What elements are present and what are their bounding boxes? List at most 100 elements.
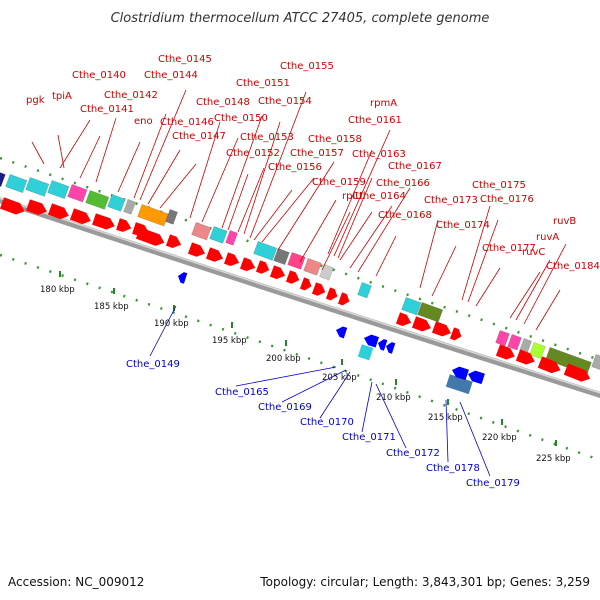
forward-gene-label: Cthe_0164 bbox=[352, 191, 406, 202]
forward-gene-arrow bbox=[325, 287, 338, 301]
forward-label-leader bbox=[95, 117, 117, 183]
forward-feature-box bbox=[47, 180, 70, 200]
forward-feature-box bbox=[0, 170, 6, 188]
forward-label-leader bbox=[189, 121, 221, 219]
reverse-feature-box bbox=[357, 344, 374, 361]
scale-tick-label: 190 kbp bbox=[154, 319, 189, 329]
forward-feature-box bbox=[225, 230, 238, 246]
scale-tick-label: 225 kbp bbox=[536, 454, 571, 464]
forward-label-leader bbox=[59, 119, 91, 169]
forward-label-leader bbox=[277, 161, 335, 251]
forward-gene-arrow bbox=[255, 260, 270, 274]
forward-gene-arrow bbox=[116, 218, 132, 232]
forward-gene-label: Cthe_0153 bbox=[240, 132, 294, 143]
forward-label-leader bbox=[253, 189, 293, 241]
forward-feature-box bbox=[191, 222, 212, 241]
scale-tick-label: 180 kbp bbox=[40, 285, 75, 295]
forward-label-leader bbox=[339, 211, 373, 261]
forward-label-leader bbox=[461, 205, 491, 301]
forward-feature-box bbox=[209, 226, 228, 244]
forward-gene-label: Cthe_0146 bbox=[160, 117, 214, 128]
forward-feature-box bbox=[5, 174, 28, 194]
forward-feature-box bbox=[67, 184, 88, 203]
scale-tick-label: 200 kbp bbox=[266, 354, 301, 364]
forward-feature-box bbox=[591, 354, 600, 372]
forward-feature-boxes bbox=[0, 170, 600, 375]
forward-label-leader bbox=[375, 235, 397, 277]
forward-label-leader bbox=[349, 205, 393, 269]
forward-gene-label: Cthe_0156 bbox=[268, 162, 322, 173]
forward-gene-arrow bbox=[239, 257, 256, 272]
forward-label-leader bbox=[243, 121, 281, 235]
forward-gene-label: Cthe_0159 bbox=[312, 177, 366, 188]
forward-gene-label: Cthe_0173 bbox=[424, 195, 478, 206]
forward-gene-label: Cthe_0176 bbox=[480, 194, 534, 205]
forward-label-leader bbox=[117, 141, 141, 193]
reverse-gene-arrow bbox=[468, 370, 485, 385]
reverse-label-leader bbox=[149, 305, 177, 357]
forward-gene-arrow bbox=[205, 247, 224, 262]
forward-gene-arrow bbox=[495, 344, 515, 360]
reverse-gene-label: Cthe_0178 bbox=[426, 463, 480, 474]
scale-tick-label: 210 kbp bbox=[376, 393, 411, 403]
forward-label-leader bbox=[139, 89, 187, 201]
forward-feature-box bbox=[507, 334, 522, 351]
forward-label-leader bbox=[419, 219, 439, 289]
map-title: Clostridium thermocellum ATCC 27405, com… bbox=[111, 11, 490, 26]
reverse-gene-label: Cthe_0165 bbox=[215, 387, 269, 398]
reverse-gene-arrow bbox=[378, 339, 388, 351]
forward-gene-label: Cthe_0154 bbox=[258, 96, 312, 107]
forward-label-leader bbox=[31, 141, 45, 165]
forward-label-leader bbox=[237, 167, 265, 233]
forward-label-leader bbox=[261, 177, 315, 243]
forward-feature-box bbox=[165, 209, 178, 225]
reverse-label-leader bbox=[235, 366, 337, 387]
forward-gene-label: Cthe_0152 bbox=[226, 148, 280, 159]
forward-gene-label: Cthe_0174 bbox=[436, 220, 490, 231]
forward-label-leader bbox=[227, 173, 249, 231]
forward-gene-arrow bbox=[165, 234, 182, 249]
forward-gene-label: ruvB bbox=[553, 216, 576, 227]
reverse-label-leader bbox=[319, 371, 351, 419]
reverse-label-leader bbox=[459, 401, 491, 477]
forward-label-leader bbox=[333, 129, 391, 257]
forward-label-leader bbox=[515, 259, 551, 321]
forward-gene-label: pgk bbox=[26, 95, 45, 106]
forward-feature-box bbox=[303, 258, 322, 276]
genome-backbone-highlight bbox=[0, 197, 600, 394]
forward-feature-box bbox=[495, 330, 510, 347]
forward-gene-label: rpmA bbox=[370, 98, 397, 109]
forward-gene-label: Cthe_0141 bbox=[80, 104, 134, 115]
forward-gene-label: Cthe_0166 bbox=[376, 178, 430, 189]
forward-gene-arrow bbox=[337, 292, 350, 306]
reverse-gene-arrow bbox=[178, 272, 188, 284]
forward-gene-label: Cthe_0151 bbox=[236, 78, 290, 89]
forward-feature-box bbox=[123, 199, 136, 215]
forward-gene-label: Cthe_0144 bbox=[144, 70, 198, 81]
forward-gene-label: Cthe_0167 bbox=[388, 161, 442, 172]
forward-feature-box bbox=[253, 241, 278, 261]
forward-feature-box bbox=[417, 302, 444, 323]
reverse-gene-labels: Cthe_0149 Cthe_0165 Cthe_0169 Cthe_0170 Cthe… bbox=[126, 305, 520, 489]
reverse-gene-arrow bbox=[364, 334, 380, 348]
scale-tick-label: 195 kbp bbox=[212, 336, 247, 346]
reverse-label-leader bbox=[375, 383, 407, 449]
forward-gene-label: Cthe_0148 bbox=[196, 97, 250, 108]
scale-tick-label: 215 kbp bbox=[428, 413, 463, 423]
forward-label-leader bbox=[475, 267, 501, 307]
forward-gene-arrow bbox=[537, 356, 561, 374]
forward-gene-label: tpiA bbox=[52, 91, 72, 102]
forward-gene-label: eno bbox=[134, 116, 153, 127]
forward-label-leader bbox=[431, 245, 457, 297]
forward-gene-arrow bbox=[395, 312, 412, 327]
forward-gene-label: ruvC bbox=[522, 247, 545, 258]
forward-gene-arrow bbox=[411, 316, 431, 332]
forward-gene-label: Cthe_0142 bbox=[104, 90, 158, 101]
accession-text: Accession: NC_009012 bbox=[8, 575, 144, 589]
forward-label-leader bbox=[221, 115, 263, 229]
forward-gene-label: Cthe_0157 bbox=[290, 148, 344, 159]
reverse-gene-arrow bbox=[386, 342, 396, 354]
forward-gene-label: Cthe_0155 bbox=[280, 61, 334, 72]
